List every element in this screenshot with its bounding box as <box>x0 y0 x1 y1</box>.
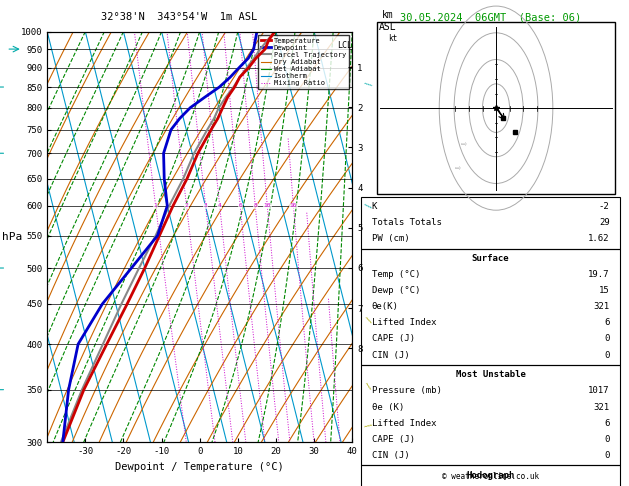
Text: ⇨: ⇨ <box>455 163 461 174</box>
Text: 19.7: 19.7 <box>588 270 610 279</box>
Text: θe (K): θe (K) <box>372 402 404 412</box>
Text: CAPE (J): CAPE (J) <box>372 334 415 344</box>
Text: \: \ <box>364 421 374 428</box>
Text: 6: 6 <box>238 203 242 208</box>
Bar <box>377 22 615 194</box>
Text: Totals Totals: Totals Totals <box>372 218 442 227</box>
X-axis label: Dewpoint / Temperature (°C): Dewpoint / Temperature (°C) <box>115 462 284 472</box>
Text: 0: 0 <box>604 334 610 344</box>
Text: Lifted Index: Lifted Index <box>372 318 436 328</box>
Text: ⇨: ⇨ <box>460 139 467 149</box>
Text: K: K <box>372 202 377 211</box>
Text: 16: 16 <box>290 203 297 208</box>
Text: Hodograph: Hodograph <box>467 470 515 480</box>
Text: 30.05.2024  06GMT  (Base: 06): 30.05.2024 06GMT (Base: 06) <box>400 12 581 22</box>
Bar <box>361 365 620 465</box>
Text: kt: kt <box>388 35 397 43</box>
Text: -2: -2 <box>599 202 610 211</box>
Text: 8: 8 <box>253 203 257 208</box>
Text: CAPE (J): CAPE (J) <box>372 434 415 444</box>
Y-axis label: hPa: hPa <box>3 232 23 242</box>
Text: CIN (J): CIN (J) <box>372 451 409 460</box>
Text: 1.62: 1.62 <box>588 234 610 243</box>
Text: 0: 0 <box>604 434 610 444</box>
Text: Pressure (mb): Pressure (mb) <box>372 386 442 396</box>
Text: 0: 0 <box>604 451 610 460</box>
Text: 1017: 1017 <box>588 386 610 396</box>
Bar <box>361 249 620 365</box>
Text: \: \ <box>364 201 374 211</box>
Text: 0: 0 <box>604 350 610 360</box>
Text: 10: 10 <box>264 203 271 208</box>
Legend: Temperature, Dewpoint, Parcel Trajectory, Dry Adiabat, Wet Adiabat, Isotherm, Mi: Temperature, Dewpoint, Parcel Trajectory… <box>258 35 348 89</box>
Bar <box>361 465 620 486</box>
Text: © weatheronline.co.uk: © weatheronline.co.uk <box>442 472 539 481</box>
Text: 4: 4 <box>218 203 221 208</box>
Text: 3: 3 <box>204 203 208 208</box>
Text: θe(K): θe(K) <box>372 302 399 312</box>
Bar <box>361 197 620 249</box>
Text: 1: 1 <box>153 203 157 208</box>
Text: \: \ <box>364 79 374 89</box>
Text: 6: 6 <box>604 318 610 328</box>
Text: 29: 29 <box>599 218 610 227</box>
Text: 32°38'N  343°54'W  1m ASL: 32°38'N 343°54'W 1m ASL <box>101 12 257 22</box>
Text: Lifted Index: Lifted Index <box>372 418 436 428</box>
Text: LCL: LCL <box>337 41 352 50</box>
Text: Most Unstable: Most Unstable <box>455 370 526 380</box>
Y-axis label: km
ASL: km ASL <box>379 10 396 32</box>
Text: 15: 15 <box>599 286 610 295</box>
Text: Temp (°C): Temp (°C) <box>372 270 420 279</box>
Text: PW (cm): PW (cm) <box>372 234 409 243</box>
Text: 2: 2 <box>185 203 188 208</box>
Text: 321: 321 <box>594 402 610 412</box>
Text: 321: 321 <box>594 302 610 312</box>
Text: CIN (J): CIN (J) <box>372 350 409 360</box>
Text: \: \ <box>365 382 372 392</box>
Text: \: \ <box>365 315 373 326</box>
Text: 6: 6 <box>604 418 610 428</box>
Text: Surface: Surface <box>472 254 509 263</box>
Text: Dewp (°C): Dewp (°C) <box>372 286 420 295</box>
